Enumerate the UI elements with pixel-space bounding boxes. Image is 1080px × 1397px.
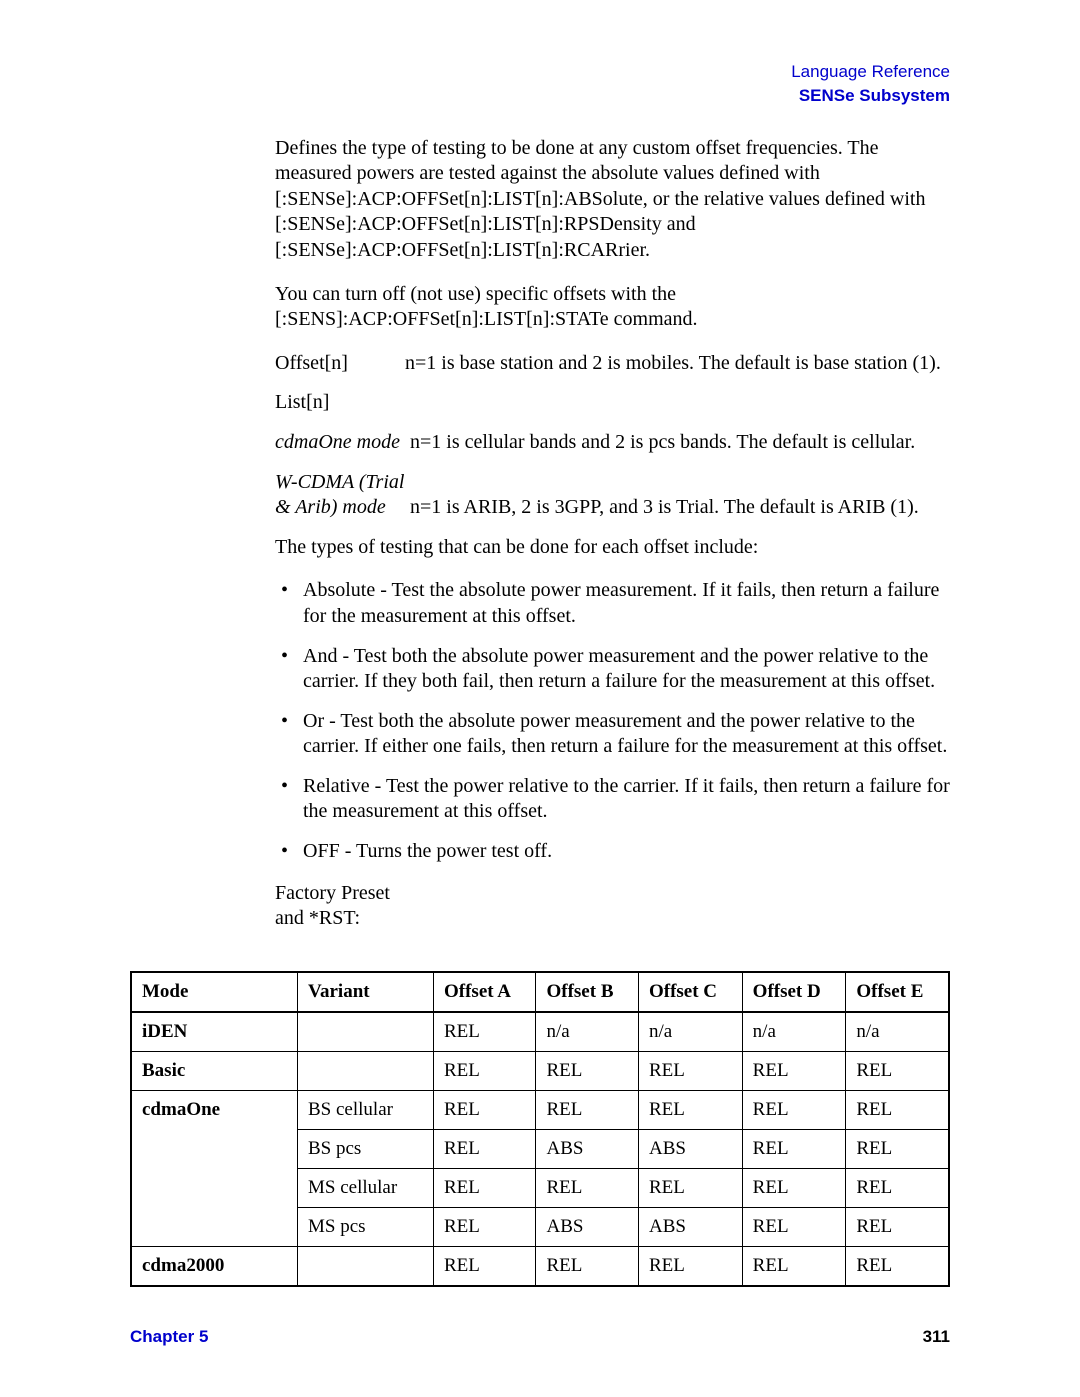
cell-mode (131, 1169, 298, 1208)
header-line-2: SENSe Subsystem (130, 84, 950, 108)
cell-mode: Basic (131, 1052, 298, 1091)
paragraph-1: Defines the type of testing to be done a… (275, 136, 950, 264)
cell-variant: MS cellular (298, 1169, 434, 1208)
cell-c: n/a (638, 1012, 742, 1052)
cell-c: ABS (638, 1130, 742, 1169)
col-mode: Mode (131, 972, 298, 1012)
table-row: BS pcs REL ABS ABS REL REL (131, 1130, 949, 1169)
table-row: MS pcs REL ABS ABS REL REL (131, 1208, 949, 1247)
cell-e: REL (846, 1130, 949, 1169)
cell-e: REL (846, 1091, 949, 1130)
cell-variant (298, 1052, 434, 1091)
bullet-1: Absolute - Test the absolute power measu… (275, 578, 950, 629)
cell-b: ABS (536, 1208, 638, 1247)
cell-b: REL (536, 1247, 638, 1287)
table-row: MS cellular REL REL REL REL REL (131, 1169, 949, 1208)
cell-b: REL (536, 1052, 638, 1091)
col-offset-e: Offset E (846, 972, 949, 1012)
cell-a: REL (434, 1208, 536, 1247)
cell-d: REL (742, 1247, 846, 1287)
def-list-body (405, 390, 950, 416)
footer-chapter: Chapter 5 (130, 1327, 208, 1347)
table-row: Basic REL REL REL REL REL (131, 1052, 949, 1091)
cell-variant: BS cellular (298, 1091, 434, 1130)
table-row: cdma2000 REL REL REL REL REL (131, 1247, 949, 1287)
col-variant: Variant (298, 972, 434, 1012)
def-list: List[n] (275, 390, 950, 416)
cell-d: REL (742, 1052, 846, 1091)
cell-a: REL (434, 1091, 536, 1130)
col-offset-d: Offset D (742, 972, 846, 1012)
cell-c: REL (638, 1091, 742, 1130)
cell-c: REL (638, 1169, 742, 1208)
def-wcdma-body: n=1 is ARIB, 2 is 3GPP, and 3 is Trial. … (410, 495, 950, 521)
cell-d: REL (742, 1130, 846, 1169)
cell-d: REL (742, 1208, 846, 1247)
paragraph-2: You can turn off (not use) specific offs… (275, 282, 950, 333)
def-cdmaone-body: n=1 is cellular bands and 2 is pcs bands… (410, 430, 950, 456)
cell-a: REL (434, 1012, 536, 1052)
cell-d: n/a (742, 1012, 846, 1052)
cell-a: REL (434, 1130, 536, 1169)
col-offset-c: Offset C (638, 972, 742, 1012)
def-offset: Offset[n] n=1 is base station and 2 is m… (275, 351, 950, 377)
bullet-4: Relative - Test the power relative to th… (275, 774, 950, 825)
cell-d: REL (742, 1169, 846, 1208)
def-cdmaone-term: cdmaOne mode (275, 430, 410, 456)
cell-variant (298, 1247, 434, 1287)
cell-e: REL (846, 1208, 949, 1247)
def-wcdma: W-CDMA (Trial & Arib) mode n=1 is ARIB, … (275, 470, 950, 521)
def-wcdma-term-1: W-CDMA (Trial (275, 470, 410, 496)
col-offset-b: Offset B (536, 972, 638, 1012)
page-footer: Chapter 5 311 (130, 1327, 950, 1347)
def-offset-body: n=1 is base station and 2 is mobiles. Th… (405, 351, 950, 377)
cell-c: ABS (638, 1208, 742, 1247)
cell-e: n/a (846, 1012, 949, 1052)
def-list-term: List[n] (275, 390, 405, 416)
cell-e: REL (846, 1169, 949, 1208)
table-row: cdmaOne BS cellular REL REL REL REL REL (131, 1091, 949, 1130)
cell-e: REL (846, 1052, 949, 1091)
cell-a: REL (434, 1169, 536, 1208)
cell-variant: MS pcs (298, 1208, 434, 1247)
footer-page-number: 311 (923, 1327, 950, 1347)
preset-line-2: and *RST: (275, 906, 950, 932)
offset-table: Mode Variant Offset A Offset B Offset C … (130, 971, 950, 1287)
main-content: Defines the type of testing to be done a… (275, 136, 950, 961)
def-cdmaone: cdmaOne mode n=1 is cellular bands and 2… (275, 430, 950, 456)
cell-mode: cdmaOne (131, 1091, 298, 1130)
header-line-1: Language Reference (130, 60, 950, 84)
cell-b: ABS (536, 1130, 638, 1169)
col-offset-a: Offset A (434, 972, 536, 1012)
paragraph-3: The types of testing that can be done fo… (275, 535, 950, 561)
page-header: Language Reference SENSe Subsystem (130, 60, 950, 108)
def-wcdma-term-2: & Arib) mode (275, 495, 410, 521)
bullet-2: And - Test both the absolute power measu… (275, 644, 950, 695)
bullet-list: Absolute - Test the absolute power measu… (275, 578, 950, 864)
factory-preset-label: Factory Preset and *RST: (275, 881, 950, 932)
cell-mode (131, 1208, 298, 1247)
cell-a: REL (434, 1052, 536, 1091)
cell-d: REL (742, 1091, 846, 1130)
cell-c: REL (638, 1247, 742, 1287)
bullet-3: Or - Test both the absolute power measur… (275, 709, 950, 760)
cell-a: REL (434, 1247, 536, 1287)
cell-c: REL (638, 1052, 742, 1091)
preset-line-1: Factory Preset (275, 881, 950, 907)
table-row: iDEN REL n/a n/a n/a n/a (131, 1012, 949, 1052)
def-offset-term: Offset[n] (275, 351, 405, 377)
cell-b: REL (536, 1091, 638, 1130)
bullet-5: OFF - Turns the power test off. (275, 839, 950, 865)
cell-variant (298, 1012, 434, 1052)
cell-e: REL (846, 1247, 949, 1287)
cell-variant: BS pcs (298, 1130, 434, 1169)
cell-b: n/a (536, 1012, 638, 1052)
cell-mode: iDEN (131, 1012, 298, 1052)
cell-mode (131, 1130, 298, 1169)
cell-mode: cdma2000 (131, 1247, 298, 1287)
cell-b: REL (536, 1169, 638, 1208)
table-header-row: Mode Variant Offset A Offset B Offset C … (131, 972, 949, 1012)
